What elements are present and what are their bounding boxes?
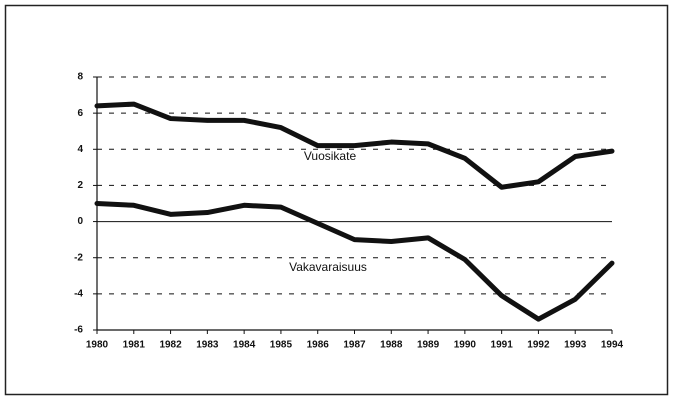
y-tick-label: 0: [77, 216, 83, 227]
series-label: Vuosikate: [304, 149, 357, 163]
x-tick-label: 1985: [270, 340, 293, 351]
frame: [4, 4, 669, 396]
series-label: Vakavaraisuus: [289, 260, 367, 274]
y-tick-label: 6: [77, 108, 83, 119]
series-line: [94, 201, 615, 322]
x-tick-label: 1983: [196, 340, 219, 351]
y-tick-label: 8: [77, 72, 83, 83]
x-tick-label: 1981: [123, 340, 146, 351]
y-tick-label: -4: [74, 288, 83, 299]
x-tick-label: 1980: [86, 340, 109, 351]
y-tick-label: -2: [74, 252, 83, 263]
y-tick-label: -6: [74, 325, 83, 336]
x-tick-label: 1990: [454, 340, 477, 351]
x-tick-label: 1994: [601, 340, 624, 351]
x-tick-label: 1989: [417, 340, 440, 351]
series-line: [94, 101, 615, 190]
y-tick-label: 2: [77, 180, 83, 191]
x-tick-label: 1992: [527, 340, 550, 351]
y-tick-label: 4: [77, 144, 83, 155]
x-tick-label: 1993: [564, 340, 587, 351]
x-tick-label: 1984: [233, 340, 256, 351]
x-tick-label: 1987: [343, 340, 366, 351]
x-tick-label: 1991: [491, 340, 514, 351]
x-tick-label: 1986: [307, 340, 330, 351]
x-tick-label: 1988: [380, 340, 403, 351]
x-tick-label: 1982: [159, 340, 182, 351]
